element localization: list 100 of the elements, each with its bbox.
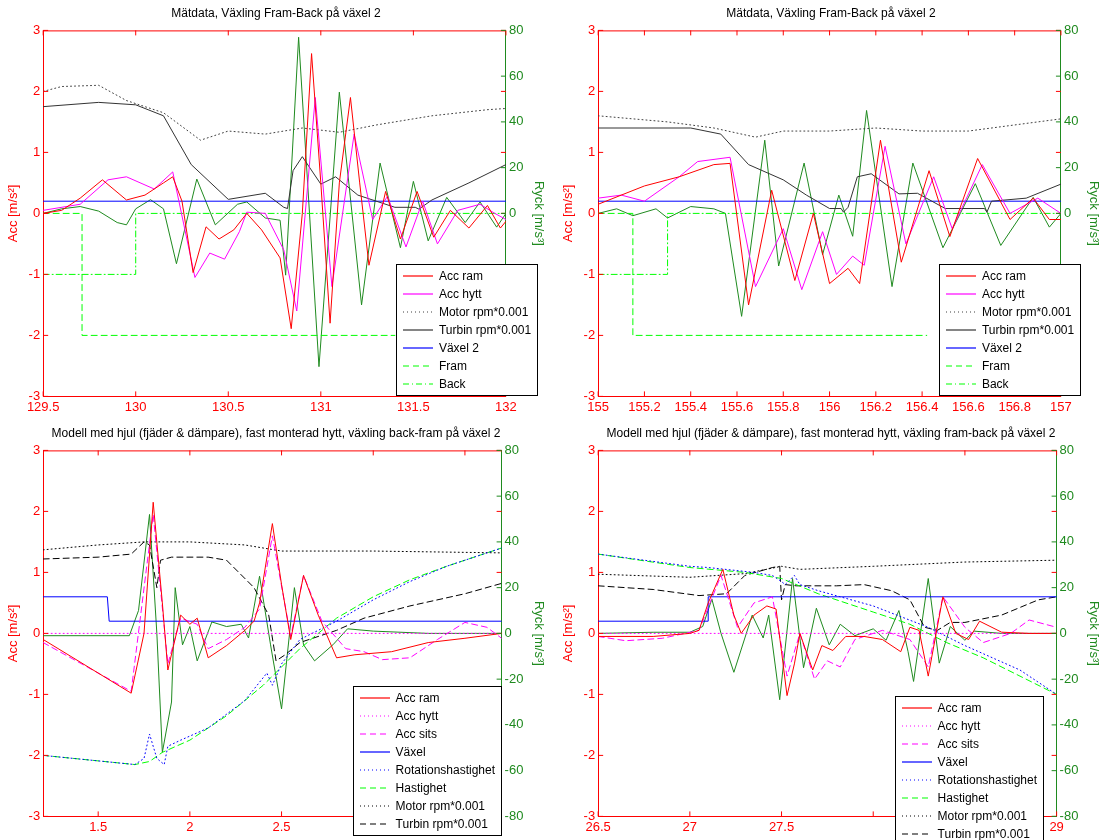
x-tick-label: 2	[186, 818, 194, 834]
y2-tick-label: 80	[1063, 21, 1079, 37]
y-tick-label: 1	[587, 563, 596, 579]
legend-label: Turbin rpm*0.001	[937, 827, 1030, 840]
y-tick-label: -1	[28, 265, 41, 281]
legend-label: Acc hytt	[438, 287, 482, 302]
y-tick-label: 1	[32, 143, 41, 159]
y-tick-label: 0	[32, 204, 41, 220]
line-series	[598, 574, 1057, 680]
y-tick-label: 2	[587, 82, 596, 98]
y2-tick-label: -60	[504, 762, 524, 778]
y2-axis-title: Ryck [m/s³]	[1086, 180, 1102, 246]
y-tick-label: -1	[583, 265, 596, 281]
x-tick-label: 27.5	[768, 818, 795, 834]
legend-label: Hastighet	[937, 791, 989, 806]
y-tick-label: -2	[583, 326, 596, 342]
y-tick-label: 1	[32, 563, 41, 579]
y2-tick-label: 80	[508, 21, 524, 37]
x-tick-label: 156.4	[905, 398, 939, 414]
y-tick-label: -2	[583, 746, 596, 762]
x-tick-label: 130.5	[212, 398, 245, 414]
legend-label: Turbin rpm*0.001	[395, 817, 488, 832]
y2-tick-label: 60	[508, 67, 524, 83]
legend-label: Motor rpm*0.001	[395, 799, 485, 814]
legend-label: Acc ram	[395, 691, 440, 706]
y2-tick-label: 40	[508, 113, 524, 129]
y-tick-label: 3	[32, 21, 41, 37]
legend-label: Acc sits	[937, 737, 979, 752]
chart-title: Mätdata, Växling Fram-Back på växel 2	[726, 5, 937, 20]
legend-label: Växel 2	[438, 341, 479, 356]
y-tick-label: -2	[28, 746, 41, 762]
y-tick-label: 2	[587, 502, 596, 518]
legend-label: Acc sits	[395, 727, 437, 742]
legend-label: Acc hytt	[981, 287, 1025, 302]
y-axis-title: Acc [m/s²]	[5, 604, 21, 663]
y2-tick-label: 60	[1063, 67, 1079, 83]
y-axis-title: Acc [m/s²]	[5, 184, 21, 243]
y2-tick-label: 60	[504, 487, 520, 503]
x-tick-label: 156.6	[952, 398, 985, 414]
y-tick-label: 3	[587, 441, 596, 457]
legend-label: Turbin rpm*0.001	[438, 323, 532, 338]
y2-tick-label: 0	[504, 624, 512, 640]
y2-tick-label: 20	[504, 579, 520, 595]
legend-label: Motor rpm*0.001	[981, 305, 1072, 320]
y2-tick-label: -40	[504, 716, 524, 732]
y-tick-label: -1	[583, 685, 596, 701]
y-tick-label: -1	[28, 685, 41, 701]
line-series	[43, 541, 502, 662]
x-tick-label: 130	[124, 398, 147, 414]
y2-tick-label: 40	[1063, 113, 1079, 129]
legend-label: Fram	[981, 359, 1010, 374]
x-tick-label: 155.2	[628, 398, 661, 414]
y2-tick-label: 60	[1059, 487, 1075, 503]
y2-tick-label: 40	[504, 533, 520, 549]
x-tick-label: 155.8	[767, 398, 800, 414]
y2-tick-label: -80	[504, 807, 524, 823]
y-tick-label: -3	[583, 807, 596, 823]
legend-label: Motor rpm*0.001	[438, 305, 529, 320]
chart-title: Modell med hjul (fjäder & dämpare), fast monterad hytt, växling fram-back på växel 2	[606, 425, 1056, 440]
y2-tick-label: 0	[508, 204, 517, 220]
x-tick-label: 27	[682, 818, 698, 834]
y-tick-label: 0	[587, 624, 596, 640]
y2-tick-label: 40	[1059, 533, 1075, 549]
chart-title: Mätdata, Växling Fram-Back på växel 2	[171, 5, 382, 20]
x-tick-label: 155.6	[720, 398, 754, 414]
y-axis-title: Acc [m/s²]	[560, 184, 576, 243]
legend-label: Växel 2	[981, 341, 1022, 356]
legend-label: Växel	[937, 755, 968, 770]
x-tick-label: 156.2	[859, 398, 893, 414]
x-tick-label: 132	[495, 398, 517, 414]
y2-tick-label: 20	[1059, 579, 1075, 595]
line-series	[43, 84, 506, 141]
legend-label: Rotationshastighet	[395, 763, 496, 778]
x-tick-label: 2.5	[272, 818, 291, 834]
y-tick-label: -2	[28, 326, 41, 342]
legend-label: Fram	[438, 359, 467, 374]
y-tick-label: 2	[32, 82, 41, 98]
y-tick-label: -3	[28, 387, 41, 403]
x-tick-label: 157	[1050, 398, 1072, 414]
chart-title: Modell med hjul (fjäder & dämpare), fast monterad hytt, växling back-fram på växel 2	[51, 425, 501, 440]
x-tick-label: 131	[309, 398, 332, 414]
legend-label: Växel	[395, 745, 426, 760]
y2-tick-label: -20	[504, 670, 524, 686]
x-tick-label: 156	[818, 398, 841, 414]
y2-tick-label: 20	[1063, 159, 1079, 175]
y2-tick-label: 0	[1059, 624, 1067, 640]
y2-tick-label: 80	[1059, 441, 1075, 457]
legend-label: Acc ram	[438, 269, 483, 284]
y2-axis-title: Ryck [m/s³]	[531, 600, 547, 666]
y-tick-label: 1	[587, 143, 596, 159]
legend-label: Acc ram	[937, 701, 982, 716]
x-tick-label: 1.5	[89, 818, 108, 834]
legend-label: Rotationshastighet	[937, 773, 1038, 788]
legend-label: Acc ram	[981, 269, 1026, 284]
y2-tick-label: -60	[1059, 762, 1079, 778]
x-tick-label: 156.8	[998, 398, 1031, 414]
y-tick-label: -3	[583, 387, 596, 403]
legend-label: Hastighet	[395, 781, 447, 796]
y-tick-label: 0	[32, 624, 41, 640]
legend-label: Back	[438, 377, 466, 392]
